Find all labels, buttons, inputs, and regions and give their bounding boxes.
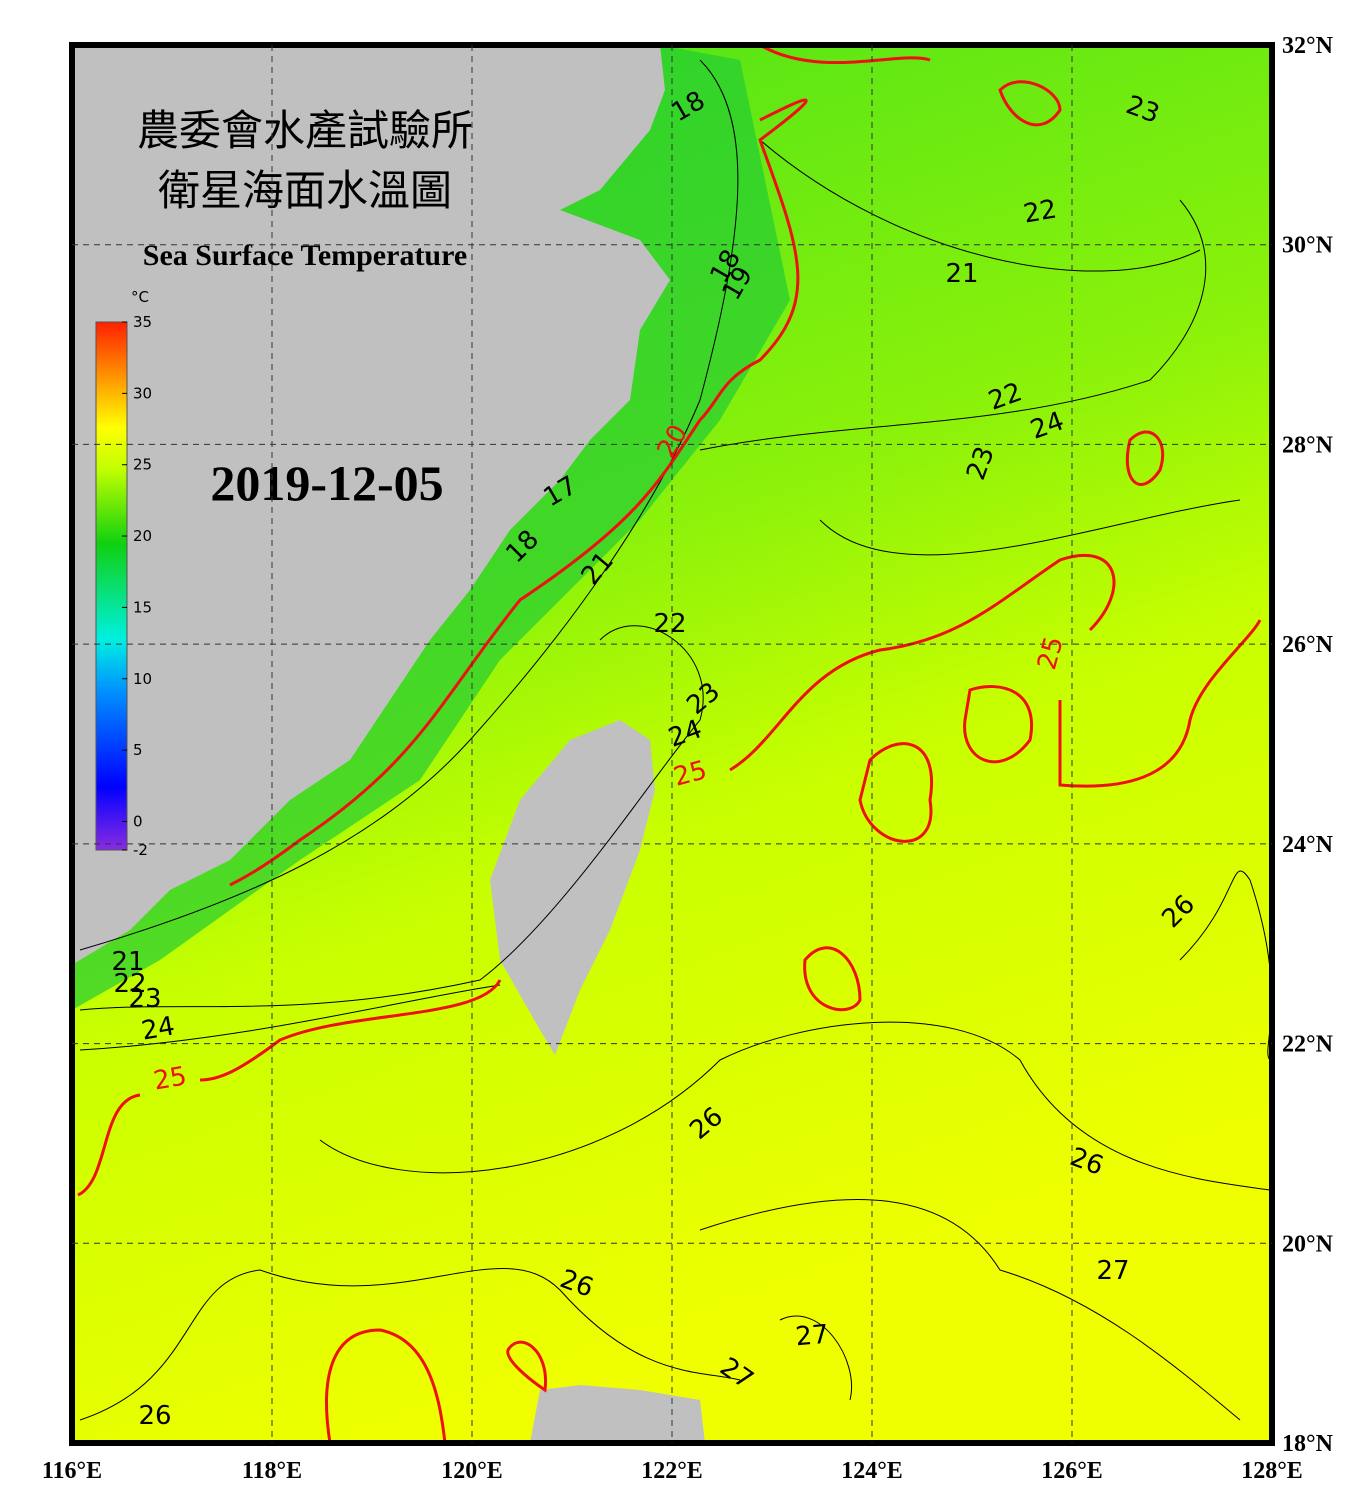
title: 農委會水產試驗所 <box>137 108 473 155</box>
lon-label: 118°E <box>242 1458 302 1484</box>
contour-label: 21 <box>111 947 144 977</box>
colorbar-label: -2 <box>133 841 148 859</box>
colorbar-label: 15 <box>133 598 152 616</box>
contour-label: 22 <box>1021 194 1059 229</box>
colorbar-label: 30 <box>133 384 152 402</box>
contour-label: 24 <box>139 1011 177 1046</box>
lat-label: 26°N <box>1282 632 1334 658</box>
lon-label: 120°E <box>441 1458 503 1484</box>
colorbar-label: 20 <box>133 527 152 545</box>
contour-25 <box>77 43 1262 1444</box>
lon-label: 116°E <box>42 1458 102 1484</box>
contour-label: 25 <box>151 1061 189 1096</box>
contour-label: 23 <box>128 984 161 1014</box>
colorbar-unit: °C <box>131 288 149 306</box>
lat-label: 22°N <box>1282 1032 1334 1058</box>
colorbar <box>95 321 128 851</box>
land-taiwan <box>490 720 655 1055</box>
lat-label: 28°N <box>1282 432 1334 458</box>
lat-label: 24°N <box>1282 832 1334 858</box>
contour-label: 26 <box>138 1401 171 1431</box>
lon-label: 126°E <box>1041 1458 1103 1484</box>
colorbar-label: 10 <box>133 670 152 688</box>
lat-label: 18°N <box>1282 1431 1334 1457</box>
land-luzon <box>530 1385 705 1443</box>
contour-label: 22 <box>653 609 686 639</box>
contour-label: 27 <box>1096 1256 1129 1286</box>
colorbar-label: 5 <box>133 741 143 759</box>
contour-label: 22 <box>113 969 146 999</box>
land-china <box>72 45 670 965</box>
colorbar-label: 0 <box>133 812 143 830</box>
lat-label: 30°N <box>1282 233 1334 259</box>
lat-label: 32°N <box>1282 33 1334 59</box>
contour-label: 27 <box>794 1320 830 1353</box>
contours <box>79 59 1272 1421</box>
lon-label: 124°E <box>841 1458 903 1484</box>
colorbar-label: 25 <box>133 456 152 474</box>
lon-label: 128°E <box>1241 1458 1303 1484</box>
colorbar-label: 35 <box>133 313 152 331</box>
lat-label: 20°N <box>1282 1231 1334 1257</box>
contour-label: 21 <box>945 259 978 289</box>
english-title: Sea Surface Temperature <box>143 239 467 272</box>
date: 2019-12-05 <box>210 455 443 511</box>
subtitle: 衛星海面水溫圖 <box>158 169 452 215</box>
lon-label: 122°E <box>641 1458 703 1484</box>
